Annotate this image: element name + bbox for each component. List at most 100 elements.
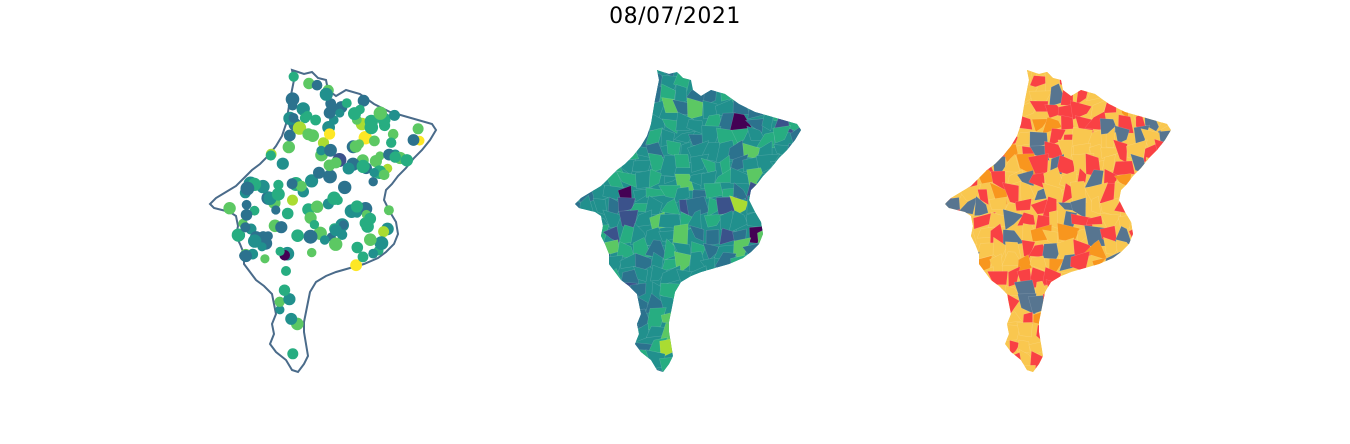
municipality-class-polygon	[1186, 271, 1195, 281]
municipality-polygon	[770, 85, 792, 106]
municipality-class-polygon	[945, 83, 966, 107]
municipality-polygon	[679, 283, 696, 298]
municipality-class-polygon	[1169, 184, 1171, 205]
municipality-class-polygon	[1070, 283, 1094, 296]
municipality-class-polygon	[1035, 379, 1052, 390]
point-marker	[288, 113, 299, 123]
municipality-class-polygon	[945, 105, 966, 113]
point-marker	[329, 224, 342, 237]
municipality-class-polygon	[1002, 208, 1024, 231]
municipality-polygon	[799, 142, 801, 164]
municipality-polygon	[688, 293, 706, 311]
municipality-polygon	[579, 100, 596, 122]
point-marker	[319, 235, 330, 245]
municipality-polygon	[688, 287, 707, 300]
municipality-polygon	[691, 76, 706, 89]
municipality-polygon	[719, 70, 737, 75]
municipality-polygon	[745, 301, 760, 316]
municipality-class-polygon	[1153, 82, 1171, 102]
municipality-class-polygon	[1145, 157, 1162, 177]
municipality-polygon	[608, 88, 624, 100]
municipality-class-polygon	[1125, 202, 1141, 214]
municipality-polygon	[785, 240, 801, 261]
municipality-class-polygon	[1172, 266, 1188, 288]
municipality-class-polygon	[990, 293, 1009, 314]
municipality-polygon	[617, 83, 635, 101]
municipality-class-polygon	[961, 338, 977, 355]
municipality-class-polygon	[1057, 365, 1077, 372]
municipality-class-polygon	[947, 366, 966, 372]
municipality-class-polygon	[1182, 351, 1195, 370]
municipality-polygon	[775, 335, 793, 354]
municipality-polygon	[661, 118, 678, 134]
point-marker	[387, 128, 399, 140]
point-marker	[275, 221, 288, 234]
municipality-polygon	[783, 356, 801, 370]
municipality-class-polygon	[961, 112, 979, 130]
municipality-class-polygon	[991, 338, 1007, 358]
municipality-class-polygon	[945, 227, 949, 241]
municipality-polygon	[763, 294, 780, 317]
municipality-polygon	[777, 269, 793, 288]
point-marker	[231, 228, 245, 242]
municipality-class-polygon	[1144, 184, 1159, 201]
municipality-class-polygon	[962, 70, 979, 90]
municipality-polygon	[814, 312, 825, 329]
municipality-polygon	[605, 159, 624, 174]
municipality-class-polygon	[1157, 201, 1170, 216]
municipality-class-polygon	[1112, 320, 1131, 343]
municipality-class-polygon	[1144, 298, 1160, 317]
municipality-class-polygon	[994, 324, 1008, 345]
point-marker	[348, 107, 361, 121]
municipality-class-polygon	[1183, 294, 1195, 309]
point-marker	[288, 71, 299, 82]
municipality-polygon	[601, 301, 620, 318]
municipality-class-polygon	[945, 352, 961, 371]
municipality-class-polygon	[1084, 369, 1106, 372]
municipality-polygon	[575, 257, 583, 270]
point-marker	[295, 180, 307, 192]
municipality-class-polygon	[960, 329, 978, 337]
municipality-class-polygon	[1091, 283, 1106, 300]
municipality-class-polygon	[1002, 70, 1022, 78]
municipality-class-polygon	[1115, 239, 1137, 260]
municipality-polygon	[687, 378, 705, 390]
municipality-polygon	[744, 70, 764, 80]
municipality-polygon	[606, 99, 626, 121]
municipality-class-polygon	[1120, 383, 1129, 390]
municipality-class-polygon	[1155, 76, 1171, 90]
municipality-class-polygon	[1056, 350, 1080, 372]
municipality-polygon	[702, 350, 719, 370]
municipality-class-polygon	[948, 309, 969, 327]
municipality-polygon	[776, 371, 792, 372]
municipality-polygon	[813, 245, 825, 256]
municipality-polygon	[728, 352, 753, 366]
municipality-polygon	[790, 378, 804, 390]
municipality-polygon	[575, 264, 579, 280]
municipality-class-polygon	[945, 266, 953, 290]
municipality-class-polygon	[1114, 125, 1130, 144]
municipality-polygon	[798, 71, 801, 91]
municipality-polygon	[575, 349, 584, 368]
point-marker	[335, 108, 345, 118]
municipality-class-polygon	[1175, 308, 1192, 324]
municipality-polygon	[575, 254, 598, 271]
municipality-class-polygon	[1130, 238, 1147, 259]
municipality-polygon	[714, 363, 738, 372]
municipality-polygon	[741, 336, 763, 357]
municipality-class-polygon	[999, 370, 1020, 372]
municipality-polygon	[675, 381, 690, 390]
municipality-polygon	[623, 362, 640, 372]
municipality-class-polygon	[1115, 297, 1129, 315]
municipality-class-polygon	[946, 326, 962, 343]
municipality-polygon	[732, 98, 751, 115]
municipality-class-polygon	[945, 273, 969, 288]
municipality-class-polygon	[951, 240, 964, 260]
municipality-polygon	[603, 381, 619, 390]
municipality-polygon	[591, 153, 609, 171]
municipality-class-polygon	[987, 73, 1010, 91]
municipality-polygon	[722, 313, 737, 330]
point-marker	[281, 207, 294, 220]
municipality-polygon	[812, 157, 825, 175]
municipality-class-polygon	[946, 143, 962, 162]
